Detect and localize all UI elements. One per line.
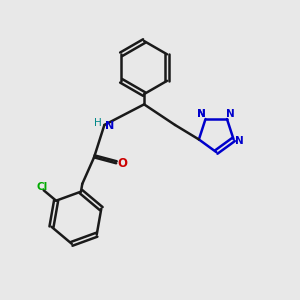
- Text: N: N: [197, 109, 206, 119]
- Text: H: H: [94, 118, 102, 128]
- Text: Cl: Cl: [37, 182, 48, 192]
- Text: N: N: [105, 121, 114, 130]
- Text: N: N: [236, 136, 244, 146]
- Text: N: N: [226, 109, 235, 119]
- Text: O: O: [118, 157, 128, 170]
- Text: N: N: [197, 109, 206, 119]
